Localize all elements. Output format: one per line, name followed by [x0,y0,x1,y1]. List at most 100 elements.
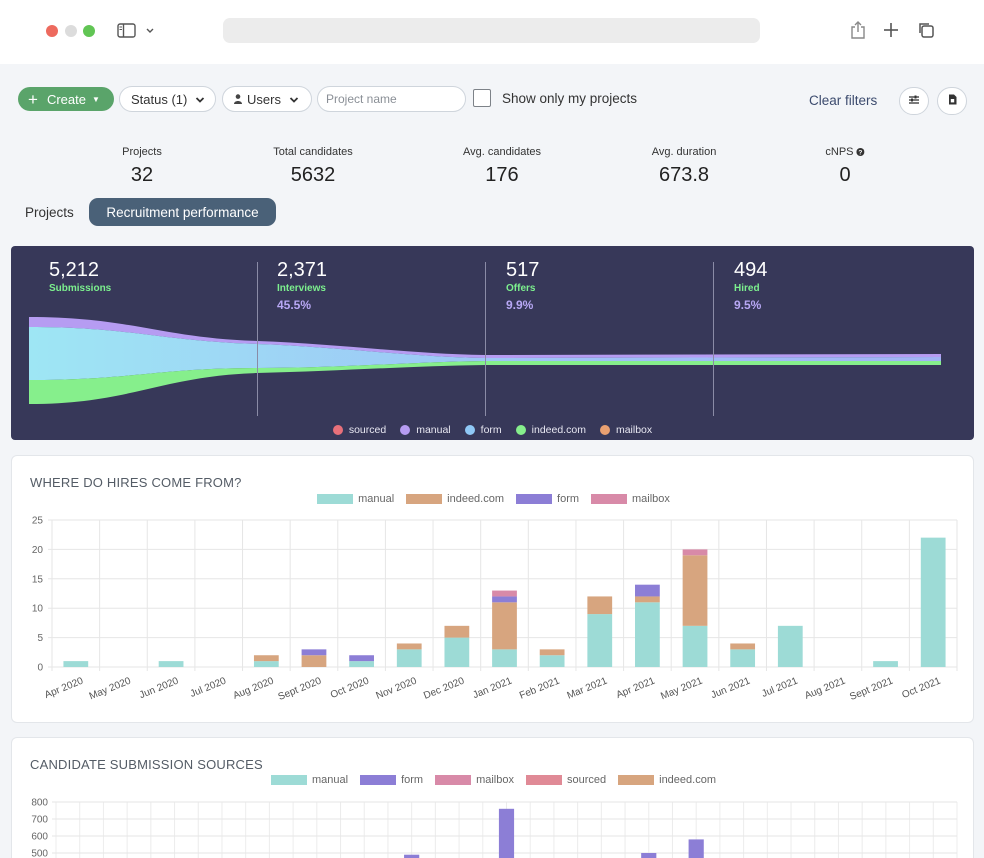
bar-segment-manual[interactable] [682,625,708,667]
x-tick-label: Nov 2020 [375,675,419,701]
legend-label: sourced [348,424,387,436]
bar-segment-indeed-com[interactable] [301,655,327,667]
legend-label: manual [416,424,451,436]
bar-segment-manual[interactable] [730,649,756,667]
funnel-divider [257,262,258,416]
stat-value: 5632 [290,164,336,186]
legend-item[interactable]: mailbox [435,774,514,786]
status-filter-dropdown[interactable]: Status (1) [119,86,216,112]
bar-segment-indeed-com[interactable] [730,643,756,650]
bar-segment-indeed-com[interactable] [492,602,517,650]
funnel-divider [713,262,714,416]
zoom-window-button[interactable] [83,25,95,37]
bar-segment-manual[interactable] [873,661,898,667]
x-tick-label: Feb 2021 [518,675,562,701]
legend-item[interactable]: manual [271,774,348,786]
bar-segment-manual[interactable] [63,661,89,667]
y-tick-label: 700 [31,815,48,826]
legend-item[interactable]: form [360,774,423,786]
browser-toolbar [0,0,984,64]
bar-segment-manual[interactable] [539,655,565,667]
tab-overview-icon[interactable] [917,20,935,45]
y-tick-label: 20 [32,545,44,556]
x-tick-label: Aug 2021 [803,675,847,701]
chevron-down-icon[interactable] [145,24,155,42]
bar-segment-form[interactable] [641,853,657,858]
legend-swatch [525,775,562,785]
bar-segment-manual[interactable] [158,661,184,667]
bar-segment-form[interactable] [492,596,517,603]
bar-segment-indeed-com[interactable] [253,655,279,662]
sidebar-toggle-icon[interactable] [117,23,136,43]
legend-item-manual[interactable]: manual [400,424,451,436]
show-only-my-projects-checkbox[interactable] [473,89,491,107]
bar-segment-indeed-com[interactable] [587,596,613,615]
x-tick-label: Aug 2020 [232,675,276,701]
submission-sources-chart-card: CANDIDATE SUBMISSION SOURCES manual form m… [11,737,974,858]
legend-item[interactable]: indeed.com [406,493,504,505]
share-icon[interactable] [850,20,866,45]
legend-item[interactable]: indeed.com [618,774,716,786]
y-tick-label: 25 [32,516,44,527]
help-icon[interactable]: ? [856,148,865,157]
legend-item[interactable]: form [516,493,579,505]
minimize-window-button[interactable] [65,25,77,37]
legend-item-form[interactable]: form [464,424,502,436]
bar-segment-form[interactable] [498,808,515,858]
x-tick-label: Mar 2021 [566,675,610,701]
legend-item[interactable]: manual [317,493,394,505]
legend-swatch [464,425,475,435]
x-tick-label: Jul 2021 [760,675,800,700]
bar-segment-manual[interactable] [396,649,422,667]
clear-filters-link[interactable]: Clear filters [809,93,878,108]
funnel-stage-value: 494 [734,259,768,281]
bar-segment-form[interactable] [349,655,374,662]
x-tick-label: May 2021 [659,675,704,702]
bar-segment-indeed-com[interactable] [444,625,470,638]
bar-segment-manual[interactable] [920,537,946,667]
y-tick-label: 500 [31,849,48,858]
bar-segment-mailbox[interactable] [492,590,517,597]
legend-item[interactable]: sourced [525,774,606,786]
address-bar[interactable] [223,18,760,43]
hires-bar-chart: 0 5 10 15 20 25 Apr 2020 May 2020 Jun 2020 Jul 20… [32,516,958,703]
tab-recruitment-performance[interactable]: Recruitment performance [89,198,276,226]
bar-segment-indeed-com[interactable] [396,643,422,650]
bar-segment-manual[interactable] [587,614,613,667]
bar-segment-manual[interactable] [253,661,279,667]
bar-segment-form[interactable] [688,839,704,858]
bar-segment-manual[interactable] [777,625,803,667]
legend-item-mailbox[interactable]: mailbox [599,424,652,436]
y-tick-label: 5 [37,633,43,644]
funnel-stage-percent: 45.5% [277,298,312,312]
bar-segment-form[interactable] [635,584,660,597]
bar-segment-indeed-com[interactable] [682,555,708,626]
create-button[interactable]: + Create ▼ [18,87,114,111]
bar-segment-indeed-com[interactable] [539,649,565,656]
legend-item[interactable]: mailbox [591,493,670,505]
legend-item-sourced[interactable]: sourced [332,424,387,436]
bar-segment-form[interactable] [404,854,420,858]
bar-segment-manual[interactable] [635,602,660,667]
project-name-input[interactable] [317,86,466,112]
bar-segment-form[interactable] [301,649,327,656]
legend-swatch [618,775,655,785]
close-window-button[interactable] [46,25,58,37]
bar-segment-indeed-com[interactable] [635,596,660,603]
legend-item-indeed[interactable]: indeed.com [515,424,586,436]
x-tick-label: Apr 2020 [43,675,85,701]
svg-text:?: ? [859,150,863,157]
bar-segment-manual[interactable] [444,637,470,667]
filter-settings-button[interactable] [899,87,929,115]
legend-label: indeed.com [659,774,716,786]
new-tab-icon[interactable] [883,20,899,45]
bar-segment-mailbox[interactable] [682,549,708,556]
stat-value: 673.8 [658,164,710,186]
bar-segment-manual[interactable] [349,661,374,667]
users-filter-label: Users [247,91,281,107]
export-button[interactable] [937,87,967,115]
funnel-stage-name: Submissions [49,283,112,294]
bar-segment-manual[interactable] [492,649,517,667]
users-filter-dropdown[interactable]: Users [222,86,312,112]
tab-projects[interactable]: Projects [25,205,74,220]
